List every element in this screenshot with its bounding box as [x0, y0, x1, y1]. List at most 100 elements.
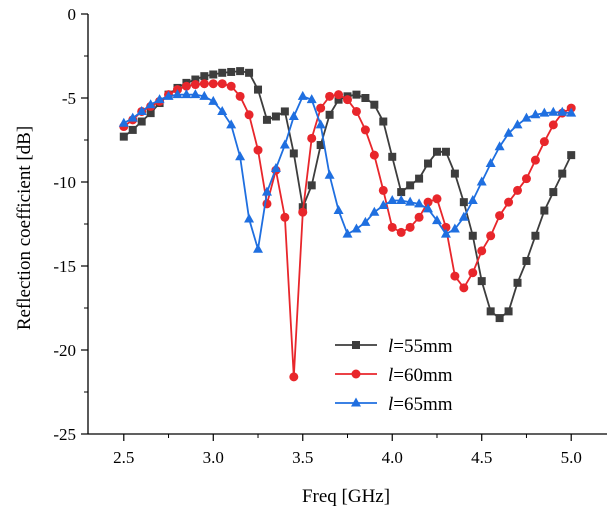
data-point	[333, 205, 344, 215]
data-point	[468, 268, 478, 278]
data-point	[566, 107, 577, 117]
data-point	[557, 106, 568, 116]
data-point	[503, 127, 514, 137]
data-point	[414, 212, 424, 222]
data-point	[504, 197, 514, 207]
data-point	[325, 110, 334, 119]
y-axis-label: Reflection coefficient [dB]	[14, 126, 35, 330]
data-point	[477, 277, 486, 286]
data-point	[261, 186, 272, 196]
data-point	[360, 216, 371, 226]
data-point	[227, 67, 236, 76]
data-point	[522, 256, 531, 265]
data-point	[199, 79, 209, 89]
data-point	[396, 227, 406, 237]
legend-variable: l	[388, 365, 393, 386]
data-point	[235, 91, 245, 101]
data-point	[512, 119, 523, 129]
data-point	[279, 139, 290, 149]
data-point	[424, 159, 433, 168]
data-point	[128, 125, 137, 134]
legend-label: l=55mm	[388, 336, 453, 357]
data-point	[360, 125, 370, 135]
data-point	[235, 151, 246, 161]
data-point	[208, 79, 218, 89]
data-point	[388, 152, 397, 161]
data-point	[316, 141, 325, 150]
data-point	[146, 109, 155, 118]
data-point	[468, 231, 477, 240]
y-tick-label: -20	[53, 341, 76, 360]
data-point	[405, 196, 416, 206]
data-point	[513, 278, 522, 287]
legend-entry: l=60mm	[335, 365, 453, 386]
data-point	[423, 203, 434, 213]
data-point	[172, 89, 183, 99]
data-point	[154, 94, 165, 104]
y-tick-label: -10	[53, 173, 76, 192]
x-tick-label: 3.5	[292, 448, 313, 467]
x-tick-label: 5.0	[561, 448, 582, 467]
data-point	[476, 176, 487, 186]
data-point	[190, 89, 201, 99]
data-point	[548, 120, 558, 130]
legend-entry: l=55mm	[335, 336, 453, 357]
data-point	[280, 212, 290, 222]
data-point	[288, 110, 299, 120]
data-point	[548, 106, 559, 116]
data-point	[289, 149, 298, 158]
data-point	[486, 307, 495, 316]
legend-label: l=60mm	[388, 365, 453, 386]
data-point	[127, 112, 138, 122]
series-layer	[118, 67, 577, 382]
data-point	[379, 117, 388, 126]
data-point	[209, 70, 218, 79]
data-point	[334, 95, 343, 104]
data-point	[549, 188, 558, 197]
axes-layer: 2.5 3.0 3.5 4.0 4.5 5.0 0 -5 -10 -15 -20 -25	[53, 5, 607, 467]
data-point	[494, 141, 505, 151]
data-point	[450, 169, 459, 178]
series-line	[123, 93, 572, 250]
data-point	[387, 222, 397, 232]
data-point	[423, 197, 433, 207]
data-point	[485, 158, 496, 168]
data-point	[504, 307, 513, 316]
data-point	[405, 222, 415, 232]
data-point	[361, 94, 370, 102]
data-point	[530, 155, 540, 165]
data-point	[530, 109, 541, 119]
data-point	[137, 117, 146, 126]
data-point	[307, 133, 317, 143]
data-point	[397, 188, 406, 197]
legend-variable: l	[388, 394, 393, 415]
data-point	[145, 99, 156, 109]
data-point	[378, 185, 388, 195]
data-point	[396, 194, 407, 204]
data-point	[351, 106, 361, 116]
data-point	[415, 174, 424, 183]
data-point	[440, 228, 451, 238]
x-tick-label: 3.0	[203, 448, 224, 467]
y-tick-label: -5	[62, 89, 76, 108]
data-point	[280, 107, 289, 116]
data-point	[217, 79, 227, 89]
data-point	[467, 194, 478, 204]
legend-variable: l	[388, 336, 393, 357]
data-point	[200, 72, 209, 81]
data-point	[298, 207, 308, 217]
data-point	[458, 211, 469, 221]
data-point	[244, 213, 255, 223]
data-point	[136, 105, 147, 115]
data-point	[459, 283, 469, 293]
y-tick-label: -15	[53, 257, 76, 276]
data-point	[254, 85, 263, 94]
legend-marker	[352, 341, 360, 349]
data-point	[531, 231, 540, 240]
data-point	[236, 67, 245, 76]
data-point	[262, 115, 271, 124]
series-65mm	[118, 89, 577, 253]
legend-value: =65mm	[393, 394, 452, 415]
